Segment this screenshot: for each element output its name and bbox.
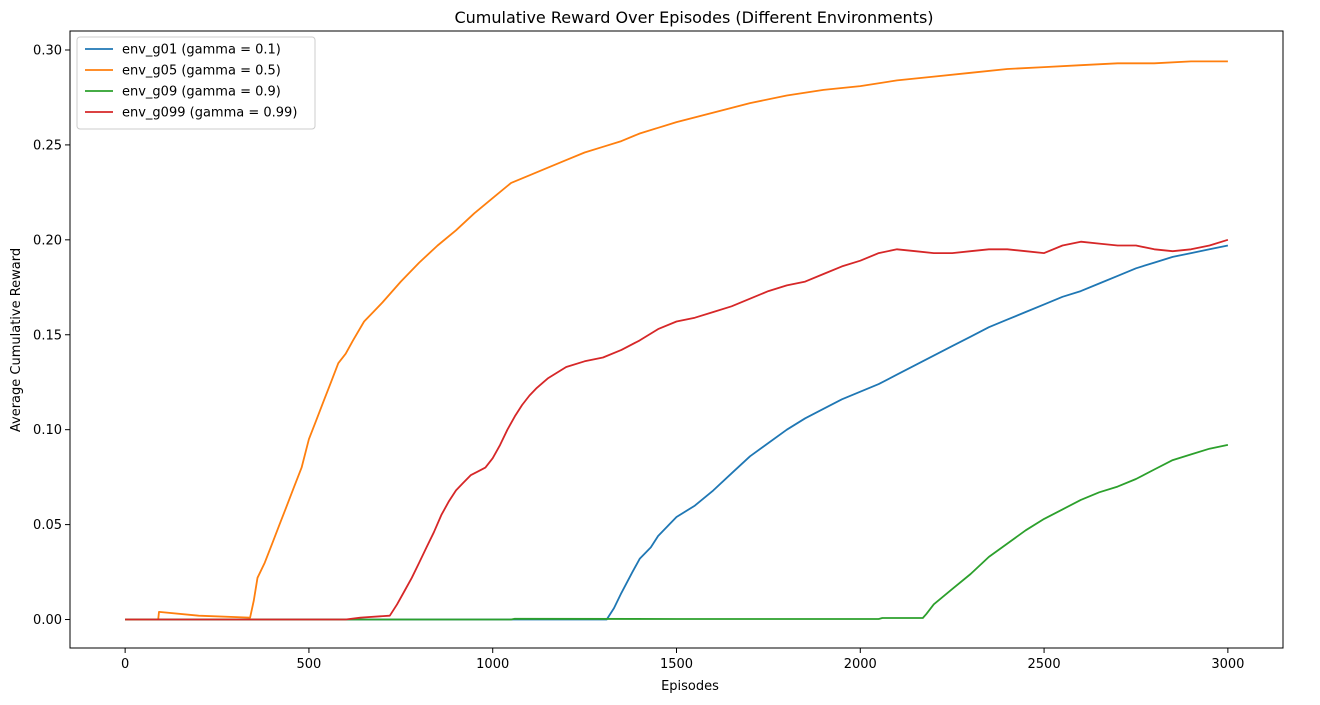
x-tick-label: 1500 <box>660 657 693 672</box>
y-tick-label: 0.30 <box>33 43 62 58</box>
legend-label-4: env_g099 (gamma = 0.99) <box>122 106 297 121</box>
chart-title: Cumulative Reward Over Episodes (Differe… <box>454 8 933 27</box>
legend-label-3: env_g09 (gamma = 0.9) <box>122 85 281 100</box>
x-axis: 0 500 1000 1500 2000 2500 3000 <box>121 648 1244 672</box>
y-tick-label: 0.10 <box>33 423 62 438</box>
legend: env_g01 (gamma = 0.1) env_g05 (gamma = 0.… <box>76 36 316 130</box>
series-line-2 <box>125 60 1228 621</box>
series-line-3 <box>125 444 1229 621</box>
y-tick-label: 0.25 <box>33 138 62 153</box>
x-tick-label: 0 <box>121 657 129 672</box>
x-tick-label: 2000 <box>844 657 877 672</box>
y-tick-label: 0.05 <box>33 518 62 533</box>
y-tick-label: 0.15 <box>33 328 62 343</box>
x-tick-label: 3000 <box>1211 657 1244 672</box>
y-tick-label: 0.00 <box>33 613 62 628</box>
x-axis-label: Episodes <box>661 679 719 694</box>
x-tick-label: 2500 <box>1028 657 1061 672</box>
x-tick-label: 1000 <box>476 657 509 672</box>
legend-box <box>76 36 316 130</box>
series-layer <box>125 60 1229 621</box>
y-tick-label: 0.20 <box>33 233 62 248</box>
legend-label-2: env_g05 (gamma = 0.5) <box>122 64 281 79</box>
legend-label-1: env_g01 (gamma = 0.1) <box>122 43 281 58</box>
series-line-4 <box>125 238 1229 621</box>
y-axis-label: Average Cumulative Reward <box>9 248 24 432</box>
x-tick-label: 500 <box>297 657 322 672</box>
y-axis: 0.00 0.05 0.10 0.15 0.20 0.25 0.30 <box>33 43 70 628</box>
series-line-1 <box>125 244 1229 621</box>
